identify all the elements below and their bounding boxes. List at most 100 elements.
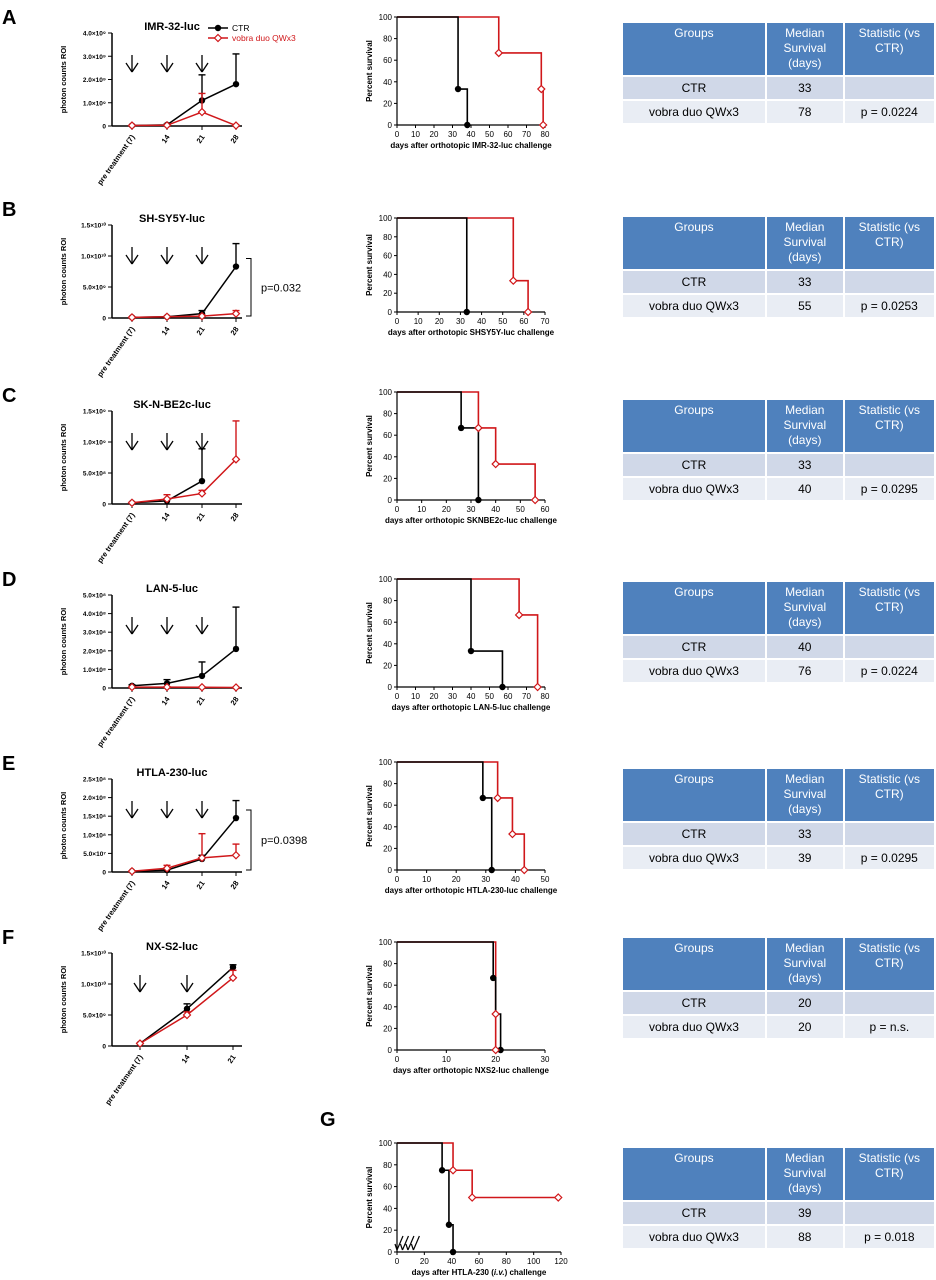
treatment-arrow-head-r <box>139 982 147 993</box>
x-axis-label: days after orthotopic SKNBE2c-luc challe… <box>385 516 558 525</box>
table-cell: CTR <box>623 77 765 99</box>
table-cell: 78 <box>766 101 843 123</box>
trt-survival-curve <box>397 941 497 1050</box>
x-tick-label: 30 <box>448 692 457 701</box>
y-tick-label: 1.0×10⁹ <box>83 100 106 107</box>
table-row: CTR 33 <box>623 454 934 476</box>
x-tick-label: 80 <box>541 130 550 139</box>
survival-chart-A: 0 20 40 60 80 100 0 10 20 30 40 50 60 70 80 Percent sur… <box>365 13 552 150</box>
treatment-arrow <box>133 975 147 993</box>
y-tick-label: 20 <box>383 289 392 298</box>
chart-title: IMR-32-luc <box>144 21 200 33</box>
x-tick-label: 20 <box>452 875 461 884</box>
y-tick-label: 4.0×10⁸ <box>83 611 106 618</box>
treatment-arrow <box>195 801 209 819</box>
trt-censor-point <box>519 865 529 875</box>
table-cell: vobra duo QWx3 <box>623 478 765 500</box>
x-tick-label: 70 <box>522 692 531 701</box>
y-tick-label: 0 <box>388 121 393 130</box>
ctr-censor-point <box>457 424 465 432</box>
y-tick-label: 0 <box>102 1044 106 1051</box>
treatment-arrow-head-l <box>160 254 168 265</box>
x-tick-label: 14 <box>179 1052 192 1065</box>
table-row: CTR 40 <box>623 636 934 658</box>
table-cell: 39 <box>766 847 843 869</box>
table-header-row: Groups Median Survival (days) Statistic (v… <box>623 400 934 452</box>
x-tick-label: 21 <box>194 325 206 337</box>
x-tick-label: 0 <box>395 317 400 326</box>
table-cell <box>844 271 934 293</box>
treatment-arrow-head-r <box>166 254 174 265</box>
table-header-cell: Groups <box>623 23 765 75</box>
trt-point <box>197 311 207 321</box>
treatment-arrow-head-r <box>201 254 209 265</box>
table-cell: vobra duo QWx3 <box>623 847 765 869</box>
survival-chart-F: 0 20 40 60 80 100 0 10 20 30 Percent survival days … <box>365 938 550 1075</box>
trt-point <box>127 121 137 130</box>
table-cell: 39 <box>766 1202 843 1224</box>
trt-censor-point <box>533 682 542 692</box>
table-cell: p = 0.0253 <box>844 295 934 317</box>
survival-chart-D: 0 20 40 60 80 100 0 10 20 30 40 50 60 70 80 Percent sur… <box>365 575 551 712</box>
ctr-censor-point <box>475 496 482 504</box>
trt-point <box>231 455 241 464</box>
ctr-point <box>232 80 240 88</box>
y-tick-label: 40 <box>383 453 392 462</box>
trt-point <box>231 309 241 319</box>
trt-survival-curve <box>397 217 529 312</box>
treatment-arrow <box>125 801 139 819</box>
y-tick-label: 20 <box>383 661 392 670</box>
trt-survival-curve <box>397 391 536 500</box>
ctr-censor-point <box>467 647 475 655</box>
treatment-arrow-head-r <box>201 808 209 819</box>
panel-letter: B <box>2 199 16 221</box>
y-tick-label: 80 <box>383 960 392 969</box>
trt-censor-point <box>448 1165 458 1175</box>
x-tick-label: 0 <box>395 1055 400 1064</box>
x-tick-label: 10 <box>422 875 431 884</box>
legend-ctr-marker <box>214 24 222 32</box>
treatment-arrow-head-r <box>131 254 139 265</box>
y-tick-label: 1.5×10¹⁰ <box>81 222 106 230</box>
treatment-arrow-head-r <box>166 808 174 819</box>
x-tick-label: 60 <box>504 130 513 139</box>
y-axis-label: Percent survival <box>365 415 374 477</box>
table-cell: 33 <box>766 271 843 293</box>
trt-point <box>127 682 137 692</box>
ctr-point <box>232 645 240 653</box>
x-tick-label: 0 <box>395 875 400 884</box>
treatment-arrow <box>407 1235 415 1251</box>
treatment-arrow-head-r <box>131 808 139 819</box>
x-axis-label-italic: i.v. <box>494 1268 505 1277</box>
y-axis-label: Percent survival <box>365 40 374 102</box>
treatment-arrow <box>396 1235 404 1251</box>
table-header-cell: Median Survival (days) <box>766 23 843 75</box>
trt-survival-curve <box>397 761 526 870</box>
trt-censor-point <box>508 276 518 286</box>
table-cell: p = 0.018 <box>844 1226 934 1248</box>
survival-chart-G: 0 20 40 60 80 100 0 20 40 60 80 100 120 Percent survi… <box>365 1139 568 1277</box>
table-header-cell: Statistic (vs CTR) <box>844 769 934 821</box>
table-cell <box>844 454 934 476</box>
y-tick-label: 60 <box>383 56 392 65</box>
bioluminescence-chart-C: SK-N-BE2c-luc 0 5.0×10⁸ 1.0×10⁹ 1.5×10⁹ photo… <box>59 399 242 565</box>
treatment-arrow-head-l <box>125 440 133 451</box>
x-tick-label: 50 <box>498 317 507 326</box>
table-header-cell: Median Survival (days) <box>766 400 843 452</box>
chart-title: SK-N-BE2c-luc <box>133 399 211 411</box>
treatment-arrow-head-l <box>195 62 203 73</box>
y-tick-label: 60 <box>383 252 392 261</box>
x-tick-label: 14 <box>159 878 172 891</box>
table-cell: CTR <box>623 823 765 845</box>
trt-line <box>131 111 237 127</box>
x-tick-label: 0 <box>395 130 400 139</box>
x-tick-label: 120 <box>554 1257 568 1266</box>
table-cell: p = 0.0224 <box>844 660 934 682</box>
ctr-censor-point <box>463 308 470 316</box>
table-header-cell: Median Survival (days) <box>766 582 843 634</box>
x-tick-label: 30 <box>448 130 457 139</box>
ctr-censor-point <box>479 794 487 802</box>
table-header-cell: Groups <box>623 938 765 990</box>
trt-survival-curve <box>397 578 539 687</box>
x-tick-label: 60 <box>504 692 513 701</box>
